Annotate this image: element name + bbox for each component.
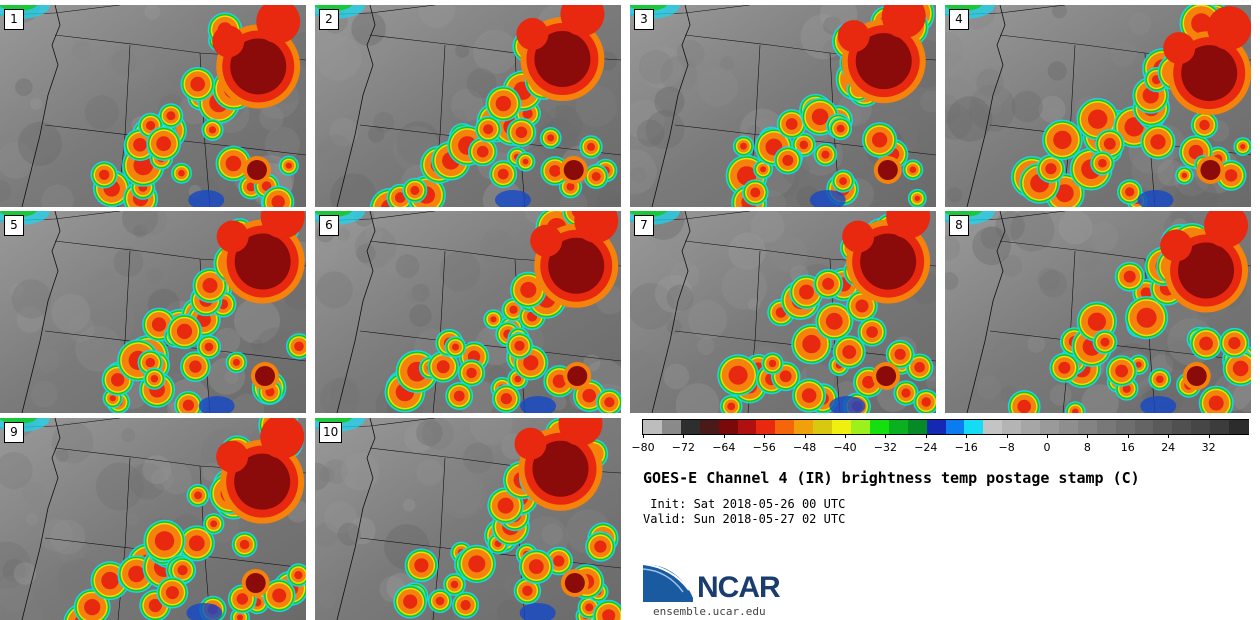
- colorbar-tick-mark: [643, 434, 644, 438]
- colorbar-tick-mark: [1168, 434, 1169, 438]
- colorbar-swatch: [1135, 420, 1154, 434]
- colorbar-tick-label: 24: [1161, 441, 1175, 454]
- colorbar-tick-mark: [1087, 434, 1088, 438]
- colorbar-swatch: [946, 420, 965, 434]
- colorbar-swatch: [794, 420, 813, 434]
- colorbar-swatch: [681, 420, 700, 434]
- colorbar-swatch: [1002, 420, 1021, 434]
- colorbar-tick-mark: [1047, 434, 1048, 438]
- panel-label: 2: [319, 9, 339, 30]
- colorbar-tick-label: −8: [998, 441, 1014, 454]
- panel-label: 5: [4, 215, 24, 236]
- colorbar-tick-mark: [724, 434, 725, 438]
- colorbar-swatch: [1078, 420, 1097, 434]
- panel-label: 8: [949, 215, 969, 236]
- colorbar-tick-label: −56: [753, 441, 776, 454]
- colorbar-tick-mark: [885, 434, 886, 438]
- colorbar-swatch: [662, 420, 681, 434]
- colorbar-swatch: [700, 420, 719, 434]
- map-panel-10: 10: [315, 418, 621, 620]
- colorbar-swatch: [1040, 420, 1059, 434]
- logo-url: ensemble.ucar.edu: [653, 605, 766, 618]
- map-panel-7: 7: [630, 211, 936, 413]
- colorbar-tick-label: 0: [1044, 441, 1051, 454]
- panel-label: 9: [4, 422, 24, 443]
- panel-label: 10: [319, 422, 342, 443]
- colorbar-swatch: [964, 420, 983, 434]
- colorbar-tick-mark: [926, 434, 927, 438]
- panel-label: 3: [634, 9, 654, 30]
- colorbar-swatch: [643, 420, 662, 434]
- colorbar-swatch: [832, 420, 851, 434]
- colorbar-tick-mark: [1209, 434, 1210, 438]
- colorbar-tick-mark: [683, 434, 684, 438]
- colorbar-swatch: [1172, 420, 1191, 434]
- map-panel-3: 3: [630, 5, 936, 207]
- colorbar-swatch: [983, 420, 1002, 434]
- colorbar-swatch: [927, 420, 946, 434]
- colorbar-tick-label: −16: [955, 441, 978, 454]
- map-panel-2: 2: [315, 5, 621, 207]
- colorbar-tick-mark: [764, 434, 765, 438]
- logo-text: NCAR: [697, 571, 780, 605]
- colorbar-swatch: [1116, 420, 1135, 434]
- colorbar-tick-label: −48: [793, 441, 816, 454]
- colorbar-swatch: [756, 420, 775, 434]
- colorbar-swatch: [738, 420, 757, 434]
- map-panel-6: 6: [315, 211, 621, 413]
- colorbar-swatch: [1059, 420, 1078, 434]
- panel-label: 4: [949, 9, 969, 30]
- colorbar-swatch: [889, 420, 908, 434]
- colorbar-tick-label: −80: [631, 441, 654, 454]
- colorbar-swatch: [1153, 420, 1172, 434]
- colorbar-swatch: [1229, 420, 1248, 434]
- colorbar-swatch: [813, 420, 832, 434]
- colorbar-swatch: [719, 420, 738, 434]
- colorbar-tick-mark: [805, 434, 806, 438]
- colorbar-swatch: [1021, 420, 1040, 434]
- map-panel-9: 9: [0, 418, 306, 620]
- map-panel-8: 8: [945, 211, 1251, 413]
- colorbar: [643, 420, 1248, 434]
- valid-time: Valid: Sun 2018-05-27 02 UTC: [643, 512, 845, 526]
- colorbar-tick-label: −64: [712, 441, 735, 454]
- colorbar-tick-label: 8: [1084, 441, 1091, 454]
- figure-title: GOES-E Channel 4 (IR) brightness temp po…: [643, 469, 1140, 487]
- colorbar-swatch: [908, 420, 927, 434]
- colorbar-swatch: [1191, 420, 1210, 434]
- colorbar-tick-label: 32: [1202, 441, 1216, 454]
- colorbar-tick-mark: [966, 434, 967, 438]
- init-time: Init: Sat 2018-05-26 00 UTC: [643, 497, 845, 511]
- colorbar-tick-label: 16: [1121, 441, 1135, 454]
- colorbar-swatch: [1210, 420, 1229, 434]
- colorbar-swatch: [1097, 420, 1116, 434]
- colorbar-tick-label: −32: [874, 441, 897, 454]
- colorbar-tick-mark: [845, 434, 846, 438]
- colorbar-swatch: [870, 420, 889, 434]
- map-panel-5: 5: [0, 211, 306, 413]
- panel-label: 7: [634, 215, 654, 236]
- colorbar-swatch: [775, 420, 794, 434]
- panel-label: 1: [4, 9, 24, 30]
- colorbar-swatch: [851, 420, 870, 434]
- colorbar-tick-mark: [1007, 434, 1008, 438]
- colorbar-tick-label: −24: [914, 441, 937, 454]
- colorbar-tick-label: −40: [833, 441, 856, 454]
- map-panel-4: 4: [945, 5, 1251, 207]
- colorbar-tick-label: −72: [672, 441, 695, 454]
- colorbar-tick-mark: [1128, 434, 1129, 438]
- panel-label: 6: [319, 215, 339, 236]
- map-panel-1: 1: [0, 5, 306, 207]
